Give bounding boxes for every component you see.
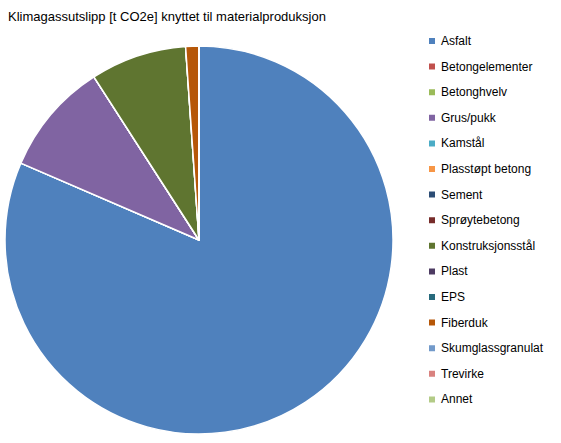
svg-text:Plasstøpt betong: Plasstøpt betong xyxy=(441,162,531,176)
svg-text:Sement: Sement xyxy=(441,188,483,202)
svg-text:Klimagassutslipp [t CO2e] knyt: Klimagassutslipp [t CO2e] knyttet til ma… xyxy=(8,9,326,24)
svg-text:Kamstål: Kamstål xyxy=(441,136,484,150)
svg-text:Betongelementer: Betongelementer xyxy=(441,60,532,74)
svg-text:Trevirke: Trevirke xyxy=(441,367,484,381)
svg-text:Skumglassgranulat: Skumglassgranulat xyxy=(441,341,544,355)
svg-text:Sprøytebetong: Sprøytebetong xyxy=(441,213,520,227)
svg-text:EPS: EPS xyxy=(441,290,465,304)
svg-text:Plast: Plast xyxy=(441,264,468,278)
svg-text:Annet: Annet xyxy=(441,392,473,406)
svg-text:Betonghvelv: Betonghvelv xyxy=(441,85,507,99)
svg-text:Grus/pukk: Grus/pukk xyxy=(441,111,497,125)
svg-text:Konstruksjonsstål: Konstruksjonsstål xyxy=(441,239,535,253)
svg-text:Asfalt: Asfalt xyxy=(441,34,472,48)
svg-text:Fiberduk: Fiberduk xyxy=(441,316,489,330)
